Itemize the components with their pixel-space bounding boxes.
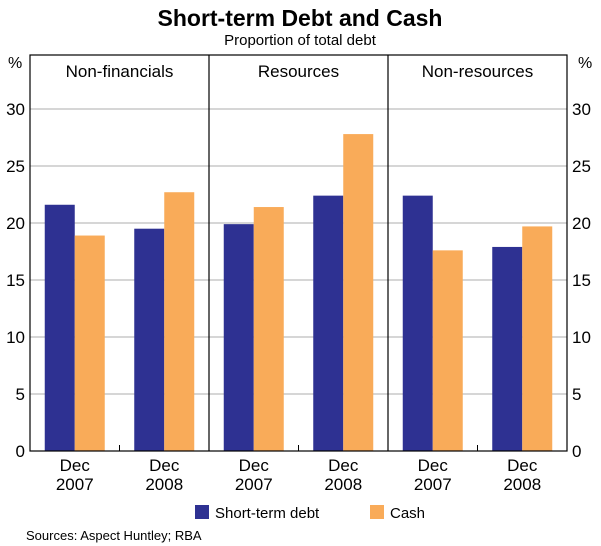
y-tick-left: 15 xyxy=(6,271,25,290)
bar-short-term-debt xyxy=(223,224,254,451)
x-label-year: 2008 xyxy=(145,475,183,494)
y-tick-right: 30 xyxy=(572,100,591,119)
y-tick-right: 10 xyxy=(572,328,591,347)
y-tick-left: 5 xyxy=(16,385,25,404)
legend-label: Short-term debt xyxy=(215,505,320,522)
x-label-month: Dec xyxy=(507,456,538,475)
x-label-month: Dec xyxy=(328,456,359,475)
source-note: Sources: Aspect Huntley; RBA xyxy=(26,528,202,543)
x-label-month: Dec xyxy=(149,456,180,475)
bar-short-term-debt xyxy=(44,204,75,451)
bar-cash xyxy=(164,192,195,451)
y-tick-left: 20 xyxy=(6,214,25,233)
bar-short-term-debt xyxy=(313,195,344,451)
chart-subtitle: Proportion of total debt xyxy=(224,32,377,49)
x-label-year: 2008 xyxy=(503,475,541,494)
y-tick-left: 10 xyxy=(6,328,25,347)
bar-cash xyxy=(343,134,374,451)
panel-title: Non-resources xyxy=(422,62,534,81)
panel-title: Resources xyxy=(258,62,339,81)
x-label-year: 2008 xyxy=(324,475,362,494)
panel-title: Non-financials xyxy=(66,62,174,81)
legend-swatch xyxy=(370,505,384,519)
plot-frame xyxy=(29,54,568,452)
x-label-year: 2007 xyxy=(56,475,94,494)
legend-label: Cash xyxy=(390,505,425,522)
x-label-month: Dec xyxy=(418,456,449,475)
bar-cash xyxy=(74,235,105,451)
x-label-year: 2007 xyxy=(235,475,273,494)
x-label-month: Dec xyxy=(60,456,91,475)
y-unit-right: % xyxy=(578,55,592,72)
bar-cash xyxy=(253,207,284,451)
y-tick-right: 5 xyxy=(572,385,581,404)
y-tick-left: 25 xyxy=(6,157,25,176)
bar-cash xyxy=(522,226,553,451)
bar-short-term-debt xyxy=(134,228,165,451)
y-tick-right: 25 xyxy=(572,157,591,176)
bar-cash xyxy=(432,250,463,451)
legend-swatch xyxy=(195,505,209,519)
x-label-year: 2007 xyxy=(414,475,452,494)
y-tick-right: 20 xyxy=(572,214,591,233)
chart-title: Short-term Debt and Cash xyxy=(158,5,443,31)
y-tick-right: 0 xyxy=(572,442,581,461)
y-tick-right: 15 xyxy=(572,271,591,290)
y-tick-left: 30 xyxy=(6,100,25,119)
bar-short-term-debt xyxy=(492,246,523,451)
y-unit-left: % xyxy=(8,55,22,72)
x-label-month: Dec xyxy=(239,456,270,475)
bar-short-term-debt xyxy=(402,195,433,451)
y-tick-left: 0 xyxy=(16,442,25,461)
